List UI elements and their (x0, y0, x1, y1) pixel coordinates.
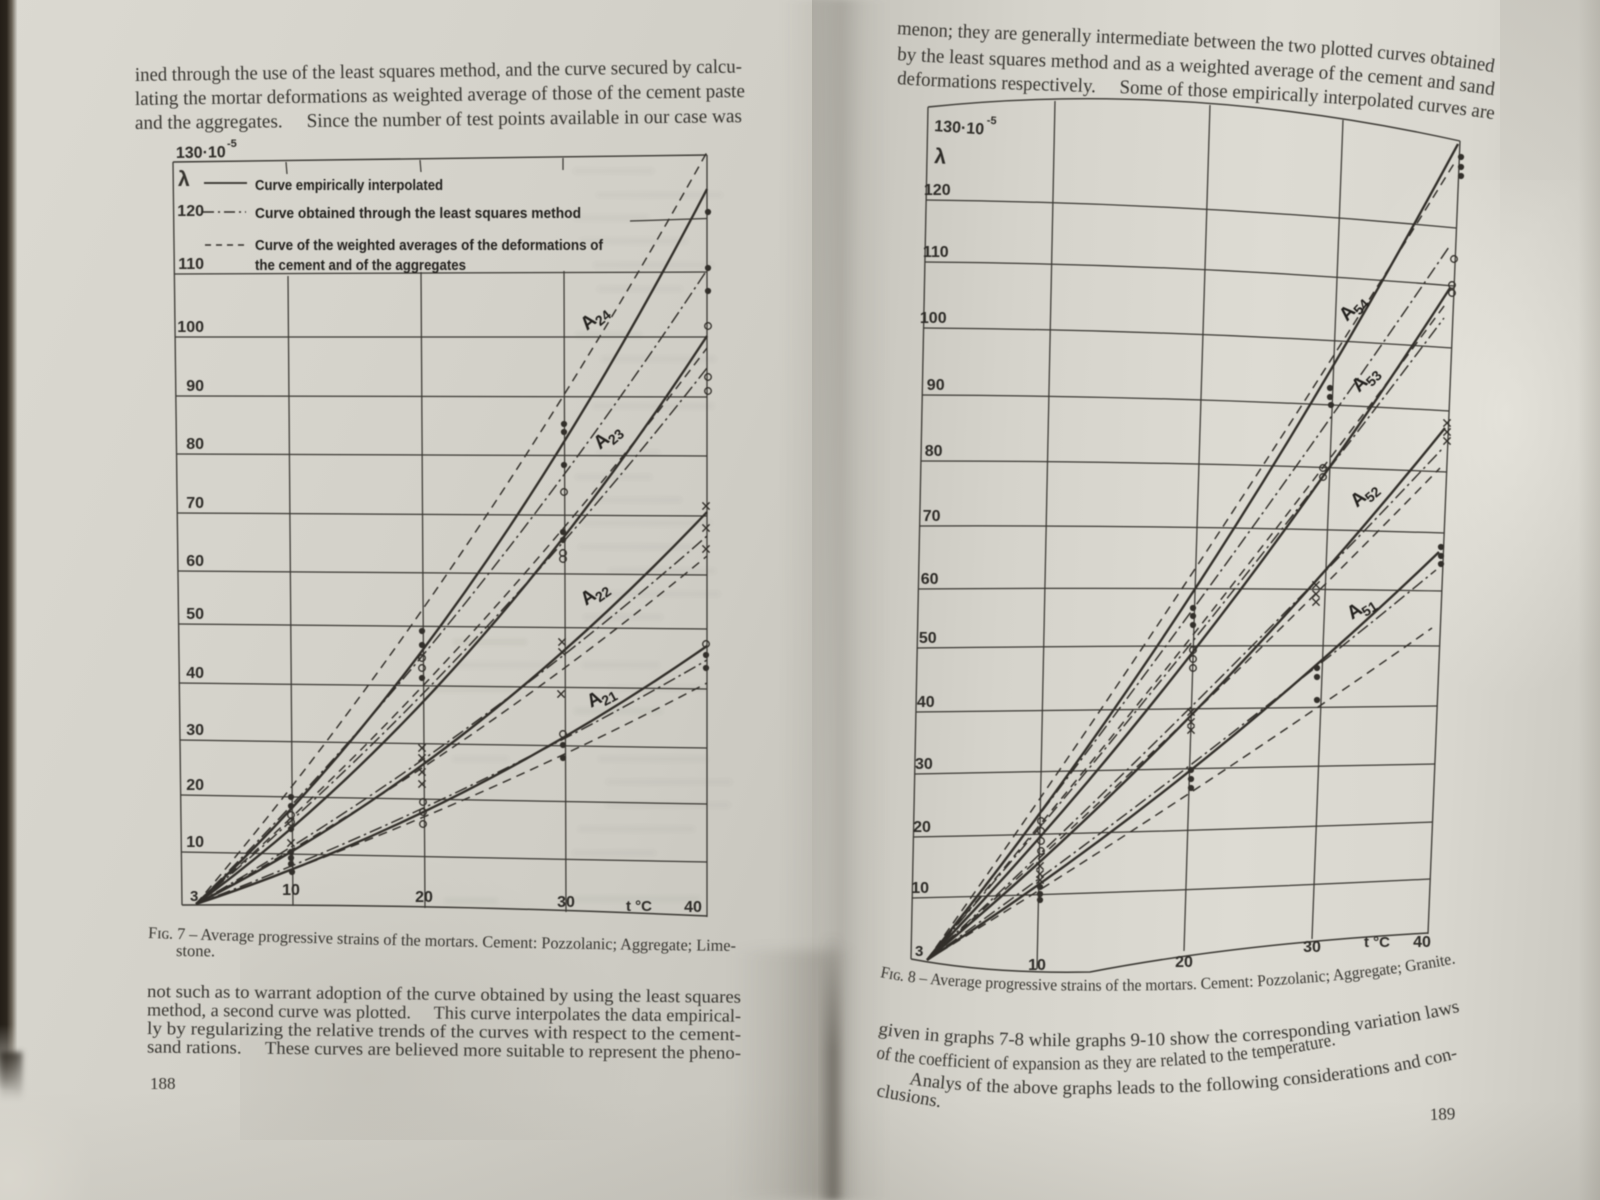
svg-text:lating the mortar deformations: lating the mortar deformations as weight… (135, 81, 745, 110)
svg-text:130·10: 130·10 (176, 144, 226, 162)
svg-text:90: 90 (186, 378, 204, 395)
svg-text:30: 30 (1303, 939, 1321, 956)
svg-text:20: 20 (913, 819, 931, 836)
svg-text:70: 70 (186, 495, 204, 512)
svg-text:3: 3 (915, 943, 923, 960)
svg-text:90: 90 (927, 377, 945, 394)
svg-text:λ: λ (178, 168, 190, 191)
svg-text:λ: λ (934, 145, 948, 169)
svg-text:the cement and of the agg: the cement and of the aggregates (255, 258, 466, 274)
svg-text:120: 120 (177, 203, 204, 220)
svg-text:30: 30 (186, 722, 204, 739)
svg-text:30: 30 (915, 756, 933, 773)
svg-text:-5: -5 (227, 138, 237, 150)
svg-text:10: 10 (1028, 957, 1046, 974)
svg-text:188: 188 (150, 1074, 176, 1093)
svg-text:100: 100 (920, 310, 947, 327)
svg-text:40: 40 (684, 899, 702, 916)
svg-text:80: 80 (925, 443, 943, 460)
svg-text:and the aggregates. Since the: and the aggregates. Since the number of … (135, 106, 742, 134)
svg-text:110: 110 (178, 256, 204, 273)
svg-text:Curve obtained through the: Curve obtained through the least squares… (255, 206, 581, 222)
svg-text:110: 110 (923, 244, 949, 261)
svg-text:Fɪɢ. 8 – Average progressive s: Fɪɢ. 8 – Average progressive strains of … (879, 949, 1457, 995)
svg-text:50: 50 (919, 630, 937, 647)
svg-text:40: 40 (186, 665, 204, 682)
svg-text:60: 60 (921, 571, 939, 588)
svg-text:100: 100 (177, 319, 204, 336)
svg-text:stone.: stone. (176, 941, 215, 960)
svg-text:40: 40 (1413, 934, 1431, 951)
svg-text:10: 10 (282, 882, 300, 899)
svg-text:51: 51 (1359, 598, 1381, 620)
svg-text:20: 20 (186, 777, 204, 794)
svg-text:20: 20 (415, 889, 433, 906)
svg-text:50: 50 (186, 606, 204, 623)
svg-text:given in graphs 7-8 while grap: given in graphs 7-8 while graphs 9-10 sh… (877, 997, 1461, 1051)
svg-text:80: 80 (186, 436, 204, 453)
svg-text:130·10: 130·10 (934, 118, 985, 138)
svg-text:60: 60 (186, 553, 204, 570)
svg-text:10: 10 (186, 834, 204, 851)
svg-text:30: 30 (557, 894, 575, 911)
svg-text:189: 189 (1429, 1104, 1455, 1124)
svg-text:20: 20 (1175, 954, 1193, 971)
svg-text:70: 70 (923, 508, 941, 525)
svg-text:10: 10 (911, 880, 929, 897)
svg-text:Fɪɢ. 7 – Average progressive s: Fɪɢ. 7 – Average progressive strains of … (148, 923, 736, 955)
svg-text:Curve empirically interpolat: Curve empirically interpolated (255, 178, 443, 194)
svg-text:t °C: t °C (1364, 934, 1390, 951)
svg-text:40: 40 (917, 694, 935, 711)
svg-text:Curve of the weighted aver: Curve of the weighted averages of the de… (255, 238, 603, 254)
svg-text:120: 120 (924, 182, 951, 199)
svg-text:3: 3 (190, 888, 198, 905)
svg-text:t °C: t °C (626, 898, 652, 915)
svg-text:21: 21 (599, 687, 620, 709)
svg-text:-5: -5 (986, 115, 997, 128)
